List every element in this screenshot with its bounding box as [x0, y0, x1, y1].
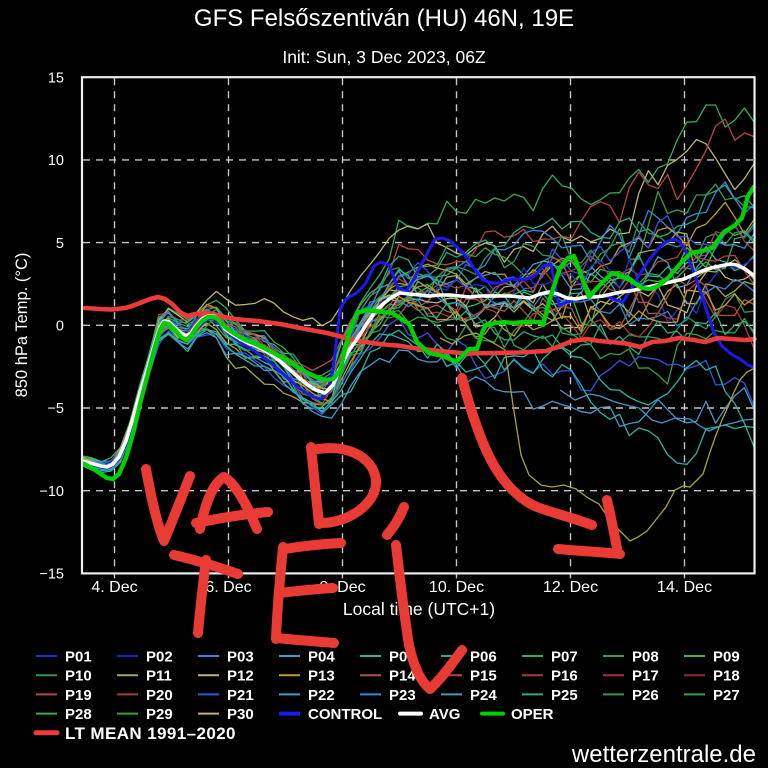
- svg-text:P07: P07: [551, 649, 578, 666]
- svg-text:P03: P03: [227, 649, 254, 666]
- svg-text:P17: P17: [632, 668, 659, 685]
- svg-text:6. Dec: 6. Dec: [205, 579, 251, 596]
- svg-text:14. Dec: 14. Dec: [657, 579, 712, 596]
- svg-text:P13: P13: [308, 668, 335, 685]
- svg-text:P30: P30: [227, 706, 254, 723]
- svg-text:P10: P10: [65, 668, 92, 685]
- svg-text:−5: −5: [47, 401, 64, 417]
- svg-text:P19: P19: [65, 687, 92, 704]
- svg-text:P15: P15: [470, 668, 497, 685]
- svg-text:−10: −10: [39, 484, 64, 500]
- svg-text:P11: P11: [146, 668, 172, 685]
- svg-text:0: 0: [56, 319, 64, 335]
- svg-text:4. Dec: 4. Dec: [91, 579, 137, 596]
- svg-text:P01: P01: [65, 649, 92, 666]
- svg-text:P14: P14: [389, 668, 416, 685]
- svg-text:12. Dec: 12. Dec: [543, 579, 598, 596]
- svg-text:LT MEAN 1991–2020: LT MEAN 1991–2020: [65, 724, 236, 743]
- svg-text:CONTROL: CONTROL: [308, 706, 382, 723]
- svg-text:P06: P06: [470, 649, 497, 666]
- svg-text:Local time (UTC+1): Local time (UTC+1): [343, 599, 495, 619]
- svg-text:P04: P04: [308, 649, 335, 666]
- svg-text:5: 5: [56, 236, 64, 252]
- svg-text:−15: −15: [39, 567, 64, 583]
- svg-text:10. Dec: 10. Dec: [429, 579, 484, 596]
- svg-text:P24: P24: [470, 687, 497, 704]
- svg-text:P02: P02: [146, 649, 173, 666]
- svg-text:P25: P25: [551, 687, 578, 704]
- svg-text:P27: P27: [713, 687, 740, 704]
- svg-text:P28: P28: [65, 706, 92, 723]
- svg-text:wetterzentrale.de: wetterzentrale.de: [571, 741, 756, 768]
- svg-text:P09: P09: [713, 649, 740, 666]
- svg-text:P16: P16: [551, 668, 578, 685]
- svg-text:P26: P26: [632, 687, 659, 704]
- svg-text:P22: P22: [308, 687, 335, 704]
- svg-text:15: 15: [48, 70, 64, 86]
- svg-text:850 hPa Temp. (°C): 850 hPa Temp. (°C): [13, 253, 31, 398]
- svg-text:P21: P21: [227, 687, 254, 704]
- svg-text:10: 10: [48, 153, 64, 169]
- svg-text:P20: P20: [146, 687, 173, 704]
- svg-text:OPER: OPER: [511, 706, 554, 723]
- svg-text:P23: P23: [389, 687, 416, 704]
- svg-text:P18: P18: [713, 668, 740, 685]
- svg-text:GFS Felsőszentiván (HU) 46N, 1: GFS Felsőszentiván (HU) 46N, 19E: [194, 5, 574, 32]
- svg-text:P29: P29: [146, 706, 173, 723]
- svg-text:P12: P12: [227, 668, 254, 685]
- svg-text:AVG: AVG: [429, 706, 460, 723]
- svg-text:P08: P08: [632, 649, 659, 666]
- svg-text:Init: Sun, 3 Dec 2023, 06Z: Init: Sun, 3 Dec 2023, 06Z: [282, 47, 486, 67]
